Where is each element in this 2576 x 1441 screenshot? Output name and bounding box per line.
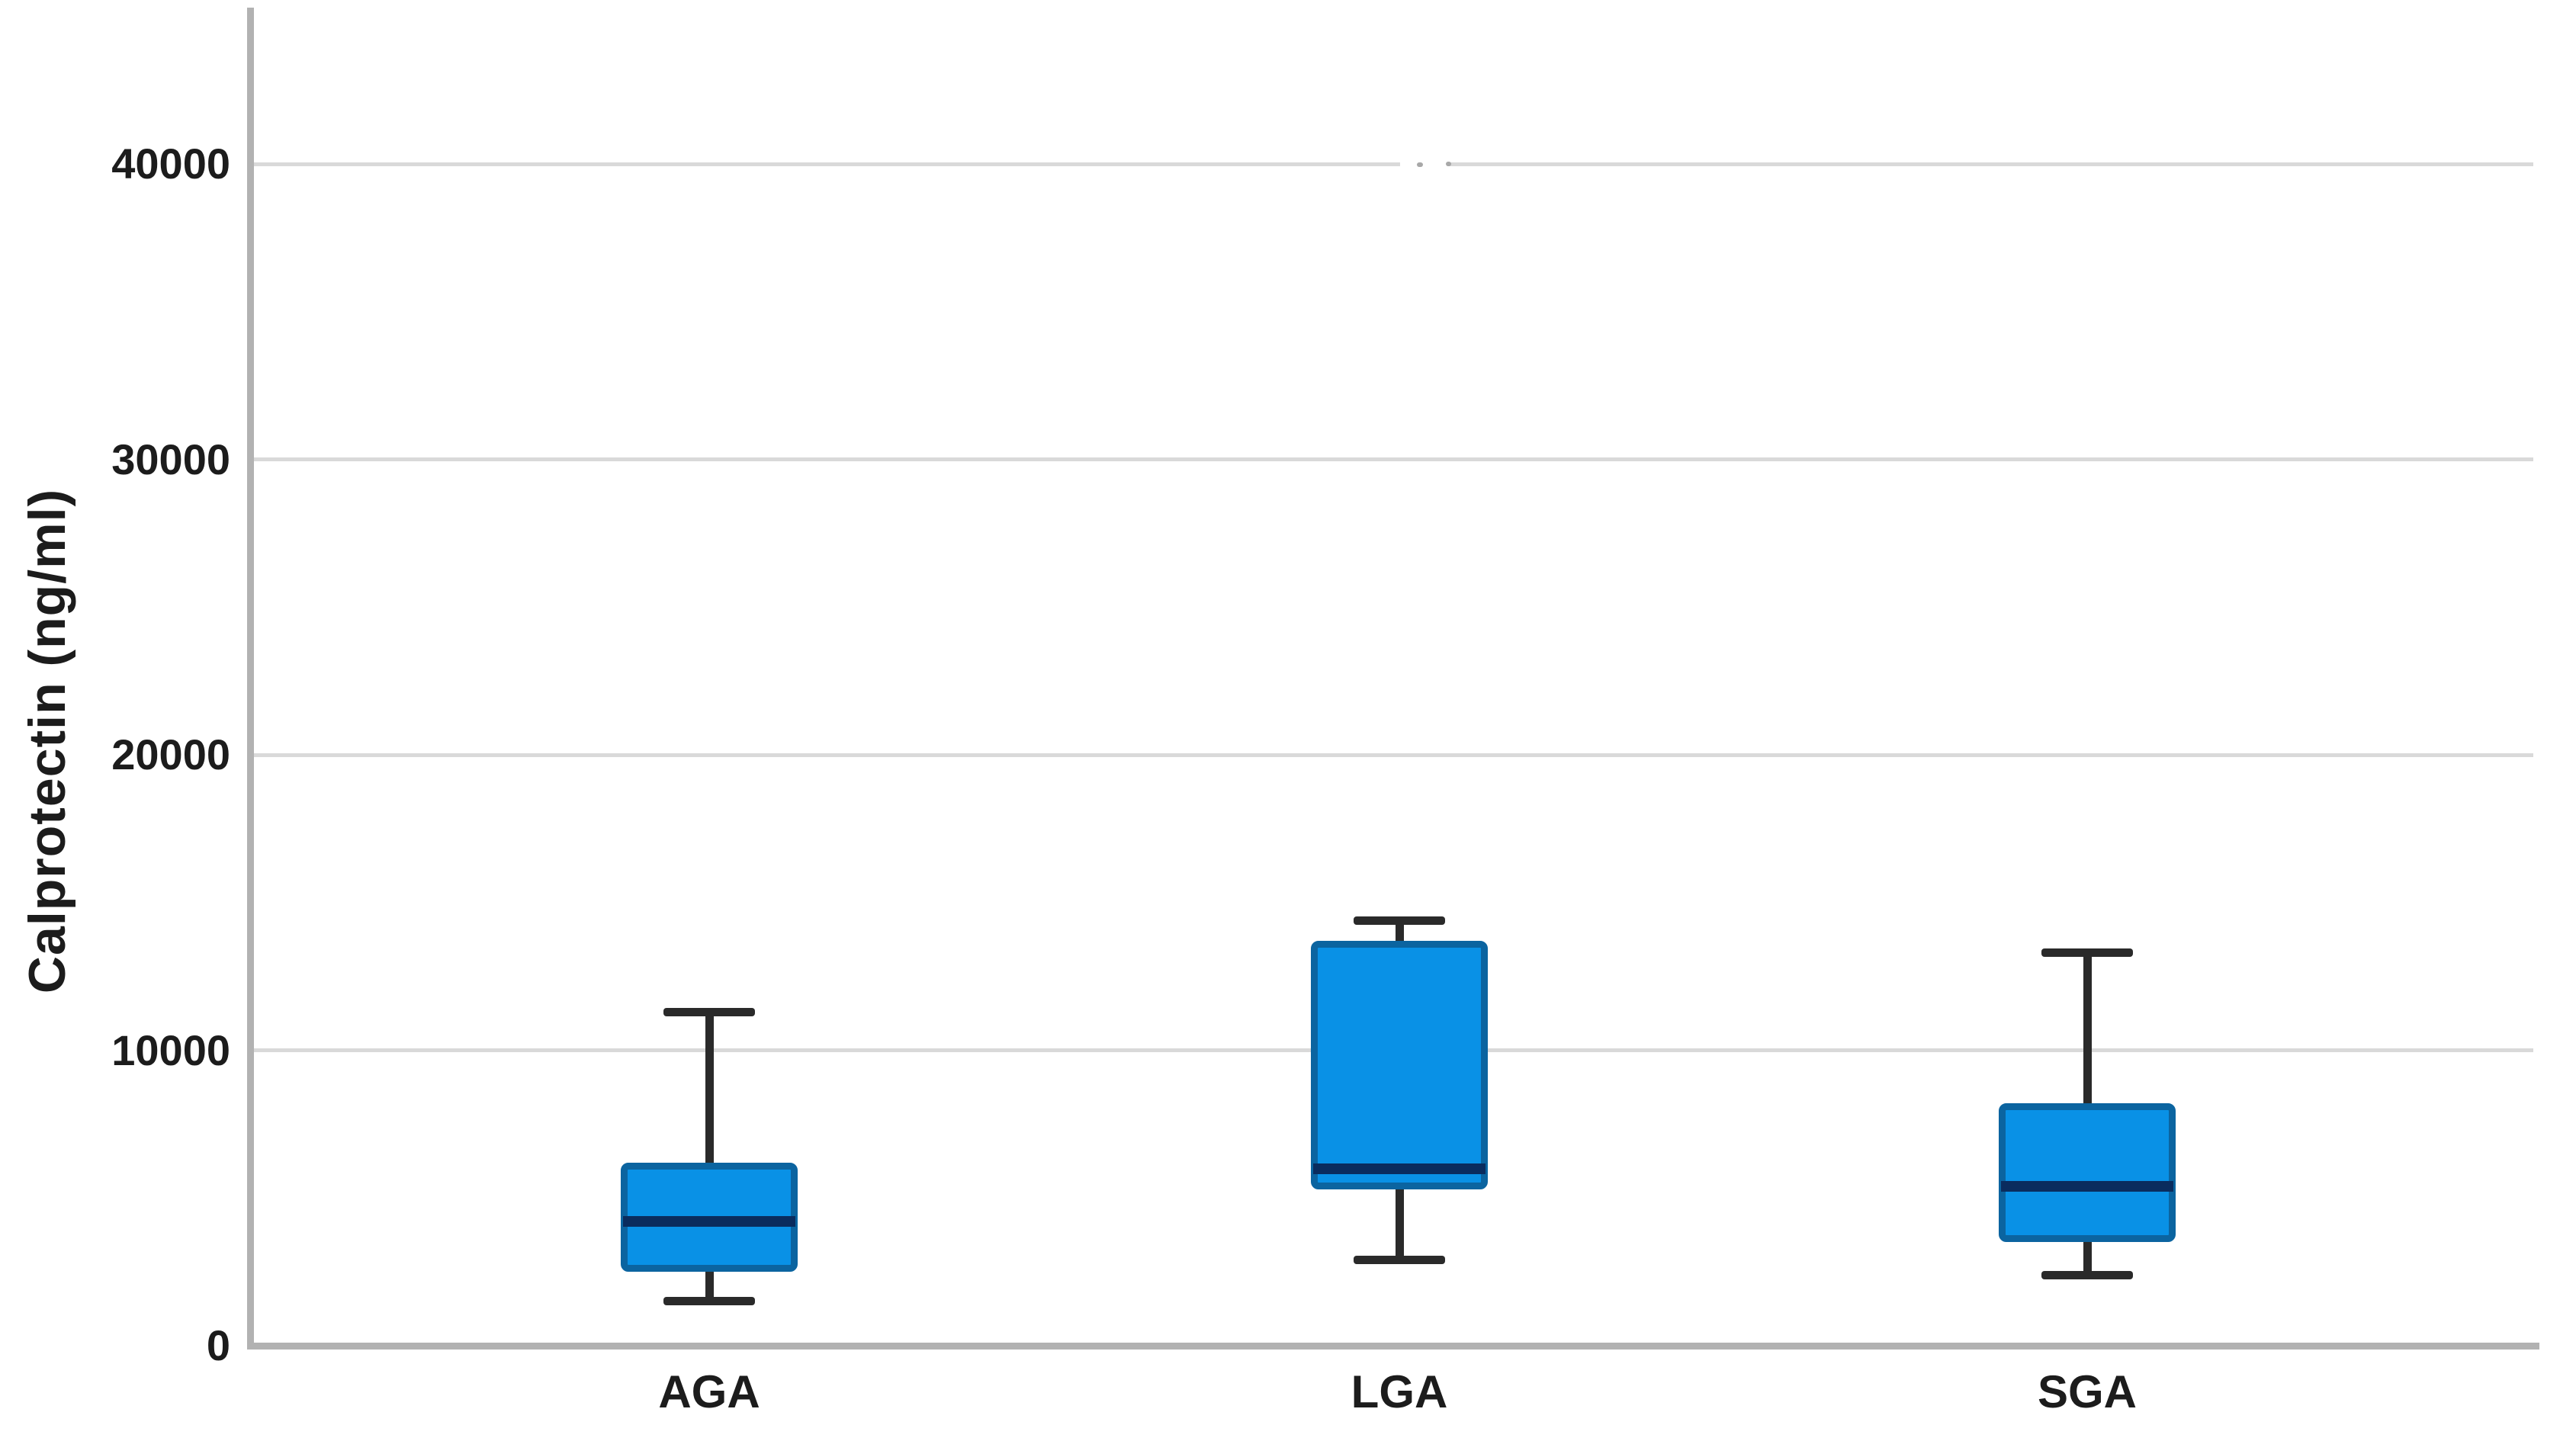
whisker-cap-max <box>663 1008 755 1016</box>
whisker-cap-min <box>2041 1271 2133 1279</box>
x-category-label-aga: AGA <box>658 1366 760 1417</box>
gridline-40000 <box>254 162 2533 166</box>
y-axis-line <box>247 8 254 1349</box>
iqr-box <box>1999 1103 2176 1242</box>
median-line <box>1313 1163 1486 1174</box>
whisker-stem-lower <box>705 1272 714 1301</box>
gridline-30000 <box>254 457 2533 461</box>
y-tick-label-40000: 40000 <box>111 140 230 188</box>
whisker-cap-min <box>1354 1256 1445 1264</box>
whisker-stem-upper <box>2083 953 2092 1104</box>
iqr-box <box>1311 941 1488 1189</box>
median-line <box>623 1216 795 1227</box>
whisker-cap-min <box>663 1297 755 1305</box>
whisker-stem-upper <box>1396 920 1404 941</box>
y-tick-label-30000: 30000 <box>111 435 230 483</box>
x-category-label-lga: LGA <box>1351 1366 1448 1417</box>
y-tick-label-10000: 10000 <box>111 1026 230 1074</box>
gridline-20000 <box>254 753 2533 757</box>
x-axis-line <box>247 1343 2539 1350</box>
whisker-stem-lower <box>2083 1242 2092 1275</box>
smudge-speck-1 <box>1417 162 1423 167</box>
x-category-label-sga: SGA <box>2037 1366 2138 1417</box>
gridline-smudge-artifact <box>1400 147 1447 182</box>
y-tick-label-20000: 20000 <box>111 730 230 778</box>
whisker-stem-lower <box>1396 1189 1404 1260</box>
smudge-speck-2 <box>1446 162 1451 166</box>
whisker-stem-upper <box>705 1012 714 1163</box>
whisker-cap-max <box>2041 948 2133 957</box>
median-line <box>2001 1181 2173 1192</box>
y-tick-label-0: 0 <box>206 1321 230 1369</box>
whisker-cap-max <box>1354 916 1445 925</box>
